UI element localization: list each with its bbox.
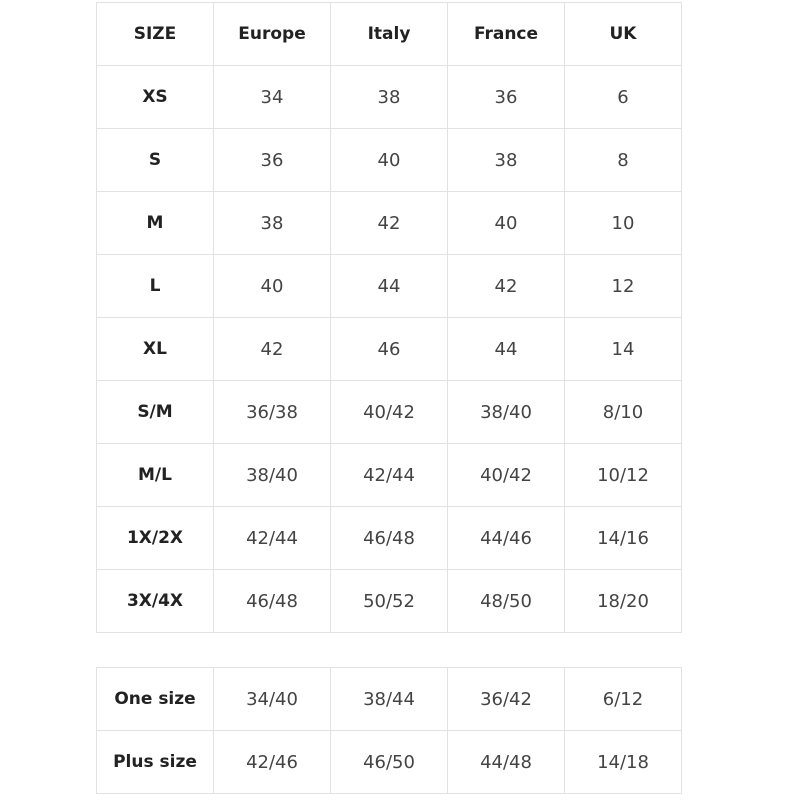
size-value-cell: 42 — [213, 317, 331, 381]
size-value-cell: 42 — [330, 191, 448, 255]
size-value-cell: 40 — [213, 254, 331, 318]
size-value-cell: 6/12 — [564, 667, 682, 731]
size-value-cell: 40 — [330, 128, 448, 192]
size-value-cell: 38/40 — [447, 380, 565, 444]
size-value-cell: 40 — [447, 191, 565, 255]
table-row: 1X/2X 42/44 46/48 44/46 14/16 — [96, 506, 682, 570]
size-value-cell: 38 — [447, 128, 565, 192]
header-row: SIZE Europe Italy France UK — [96, 2, 682, 66]
size-value-cell: 36/42 — [447, 667, 565, 731]
size-value-cell: 36 — [213, 128, 331, 192]
header-europe: Europe — [213, 2, 331, 66]
size-value-cell: 42/46 — [213, 730, 331, 794]
header-italy: Italy — [330, 2, 448, 66]
size-value-cell: 46/48 — [213, 569, 331, 633]
table-row: 3X/4X 46/48 50/52 48/50 18/20 — [96, 569, 682, 633]
table-row: One size 34/40 38/44 36/42 6/12 — [96, 667, 682, 731]
size-value-cell: 8 — [564, 128, 682, 192]
size-value-cell: 38 — [330, 65, 448, 129]
size-value-cell: 8/10 — [564, 380, 682, 444]
header-france: France — [447, 2, 565, 66]
size-label-cell: XS — [96, 65, 214, 129]
size-label-cell: Plus size — [96, 730, 214, 794]
header-size: SIZE — [96, 2, 214, 66]
table-row: XS 34 38 36 6 — [96, 65, 682, 129]
size-label-cell: 1X/2X — [96, 506, 214, 570]
size-label-cell: 3X/4X — [96, 569, 214, 633]
size-value-cell: 14/16 — [564, 506, 682, 570]
size-label-cell: L — [96, 254, 214, 318]
size-value-cell: 44/48 — [447, 730, 565, 794]
size-value-cell: 38/40 — [213, 443, 331, 507]
size-value-cell: 50/52 — [330, 569, 448, 633]
size-value-cell: 44 — [330, 254, 448, 318]
size-value-cell: 46/50 — [330, 730, 448, 794]
table-row: M/L 38/40 42/44 40/42 10/12 — [96, 443, 682, 507]
size-value-cell: 46/48 — [330, 506, 448, 570]
table-row: XL 42 46 44 14 — [96, 317, 682, 381]
table-row: S/M 36/38 40/42 38/40 8/10 — [96, 380, 682, 444]
size-value-cell: 42/44 — [213, 506, 331, 570]
size-label-cell: XL — [96, 317, 214, 381]
table-row: S 36 40 38 8 — [96, 128, 682, 192]
size-value-cell: 18/20 — [564, 569, 682, 633]
special-sizes-table: One size 34/40 38/44 36/42 6/12 Plus size 42/4… — [96, 667, 682, 794]
table-row: M 38 42 40 10 — [96, 191, 682, 255]
size-value-cell: 14 — [564, 317, 682, 381]
size-label-cell: M — [96, 191, 214, 255]
size-value-cell: 38/44 — [330, 667, 448, 731]
size-value-cell: 42/44 — [330, 443, 448, 507]
size-value-cell: 12 — [564, 254, 682, 318]
size-value-cell: 48/50 — [447, 569, 565, 633]
size-value-cell: 38 — [213, 191, 331, 255]
size-value-cell: 40/42 — [447, 443, 565, 507]
size-value-cell: 36/38 — [213, 380, 331, 444]
size-value-cell: 10/12 — [564, 443, 682, 507]
table-row: Plus size 42/46 46/50 44/48 14/18 — [96, 730, 682, 794]
size-label-cell: One size — [96, 667, 214, 731]
size-label-cell: M/L — [96, 443, 214, 507]
table-row: L 40 44 42 12 — [96, 254, 682, 318]
size-value-cell: 10 — [564, 191, 682, 255]
size-label-cell: S — [96, 128, 214, 192]
size-value-cell: 34/40 — [213, 667, 331, 731]
size-value-cell: 6 — [564, 65, 682, 129]
size-value-cell: 34 — [213, 65, 331, 129]
size-value-cell: 42 — [447, 254, 565, 318]
size-value-cell: 44/46 — [447, 506, 565, 570]
size-value-cell: 44 — [447, 317, 565, 381]
size-chart-table: SIZE Europe Italy France UK XS 34 38 36 6 S 36… — [96, 2, 682, 633]
size-value-cell: 36 — [447, 65, 565, 129]
size-value-cell: 40/42 — [330, 380, 448, 444]
size-label-cell: S/M — [96, 380, 214, 444]
header-uk: UK — [564, 2, 682, 66]
size-value-cell: 14/18 — [564, 730, 682, 794]
size-value-cell: 46 — [330, 317, 448, 381]
